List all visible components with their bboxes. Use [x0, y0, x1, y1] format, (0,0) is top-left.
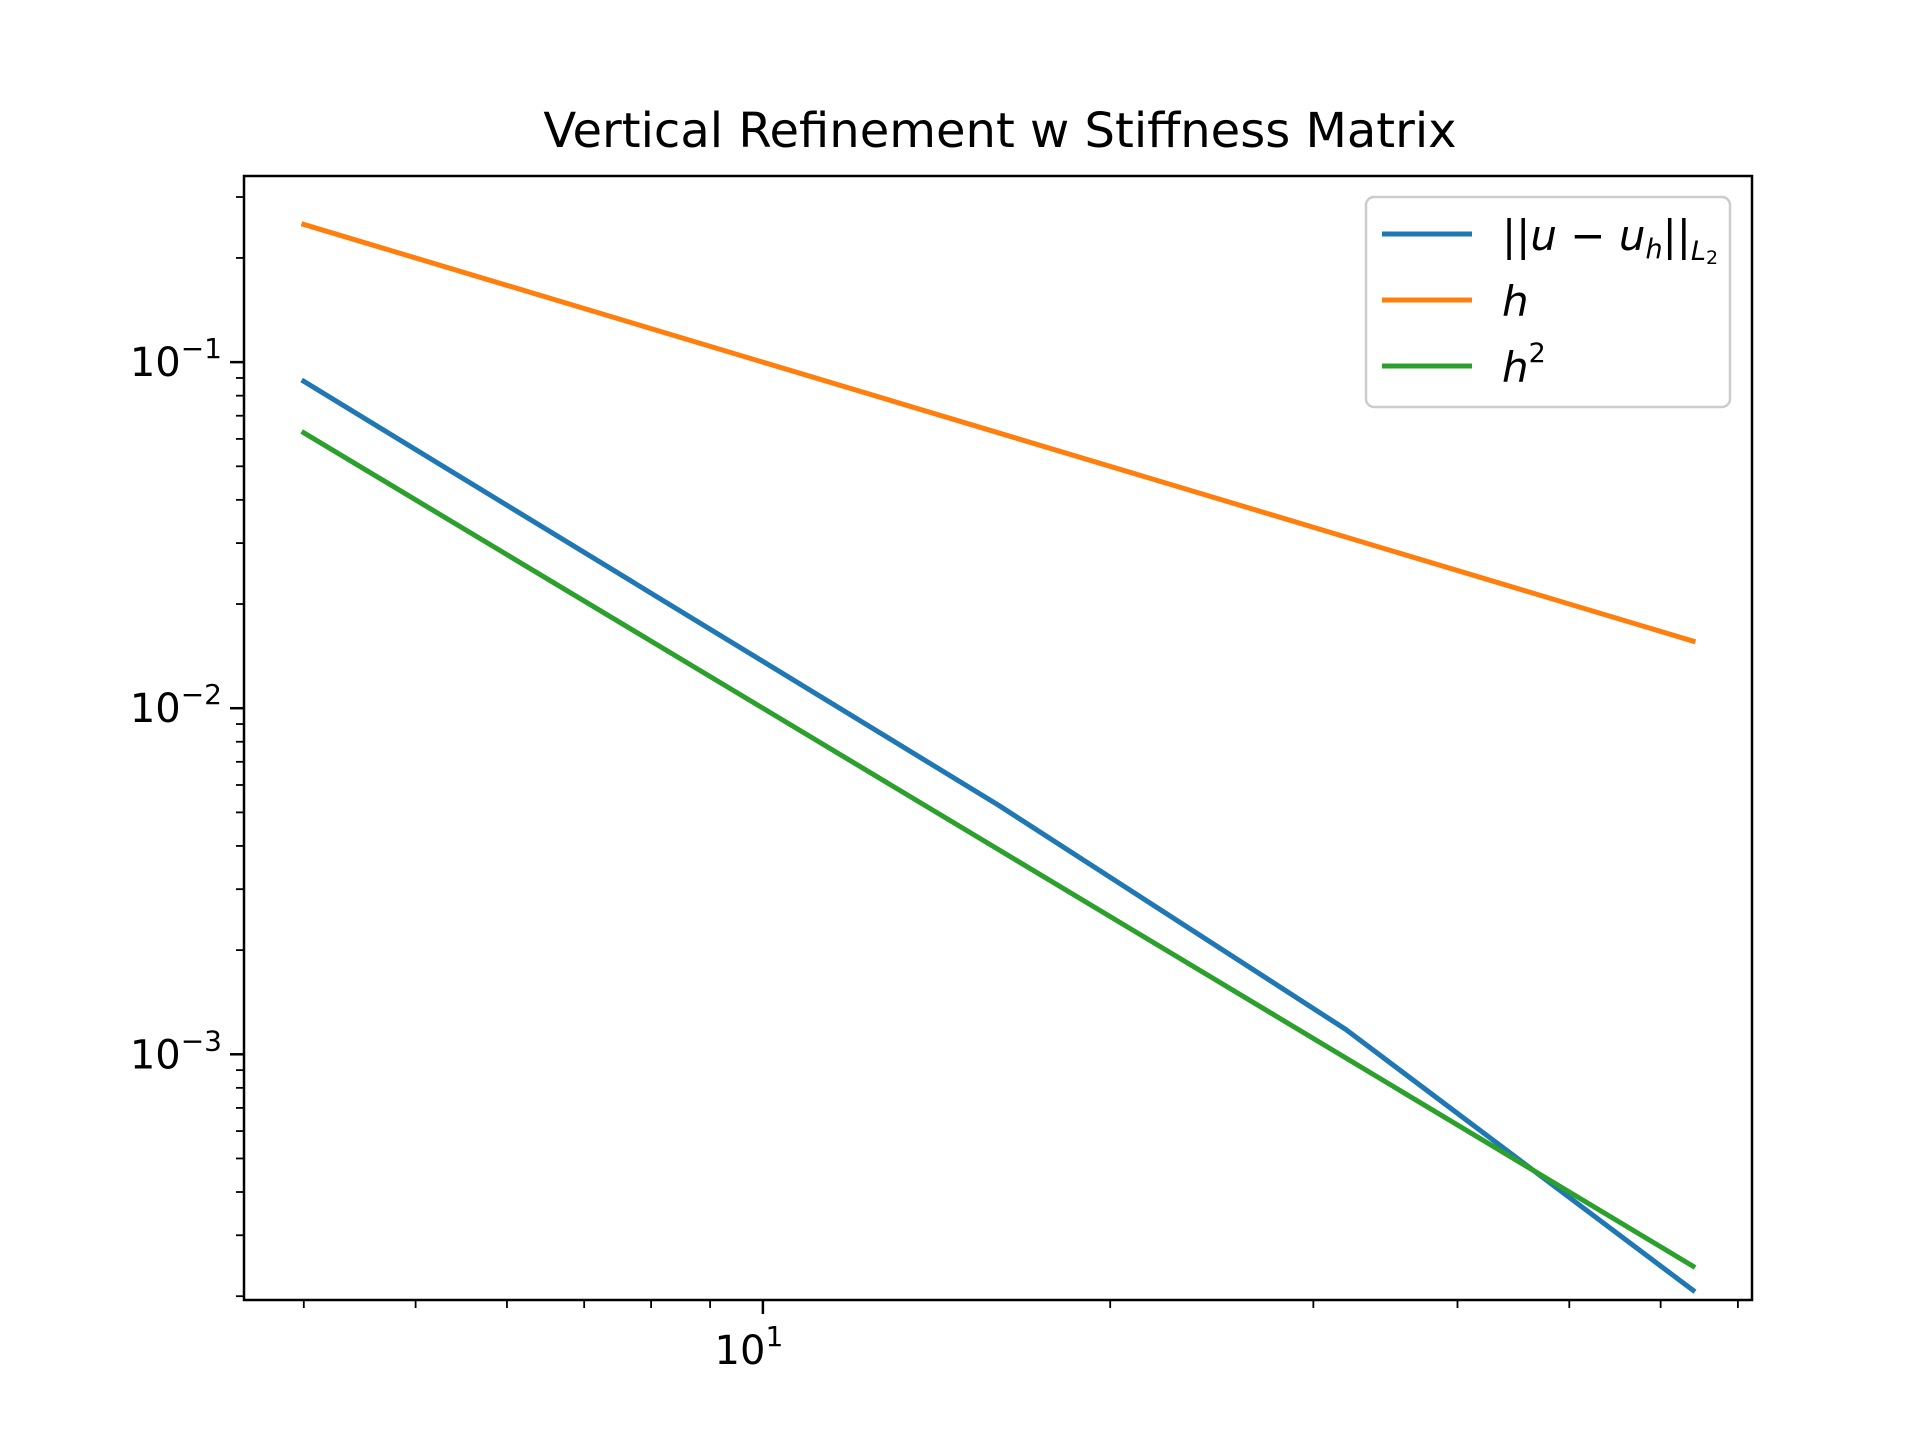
- y-tick-label: 10−3: [130, 1024, 222, 1078]
- axis-ticks: [230, 196, 1739, 1314]
- chart-title: Vertical Refinement w Stiffness Matrix: [543, 103, 1456, 159]
- plot-series: [300, 221, 1697, 1294]
- legend: ||u − uh||L2 h h2: [1364, 195, 1732, 409]
- legend-box: [1364, 195, 1732, 409]
- legend-label-series-1: ||u − uh||L2: [1502, 211, 1718, 269]
- axis-tick-labels: 101 10−1 10−2 10−3: [130, 332, 783, 1374]
- series-line-3: [300, 429, 1697, 1270]
- y-tick-label: 10−2: [130, 678, 222, 732]
- series-line-1: [300, 377, 1697, 1294]
- y-tick-label: 10−1: [130, 332, 222, 386]
- legend-label-series-2: h: [1502, 277, 1529, 326]
- plot-frame: [242, 174, 1754, 1302]
- x-tick-label: 101: [715, 1320, 784, 1374]
- legend-label-series-3: h2: [1502, 338, 1546, 392]
- series-line-2: [300, 221, 1697, 645]
